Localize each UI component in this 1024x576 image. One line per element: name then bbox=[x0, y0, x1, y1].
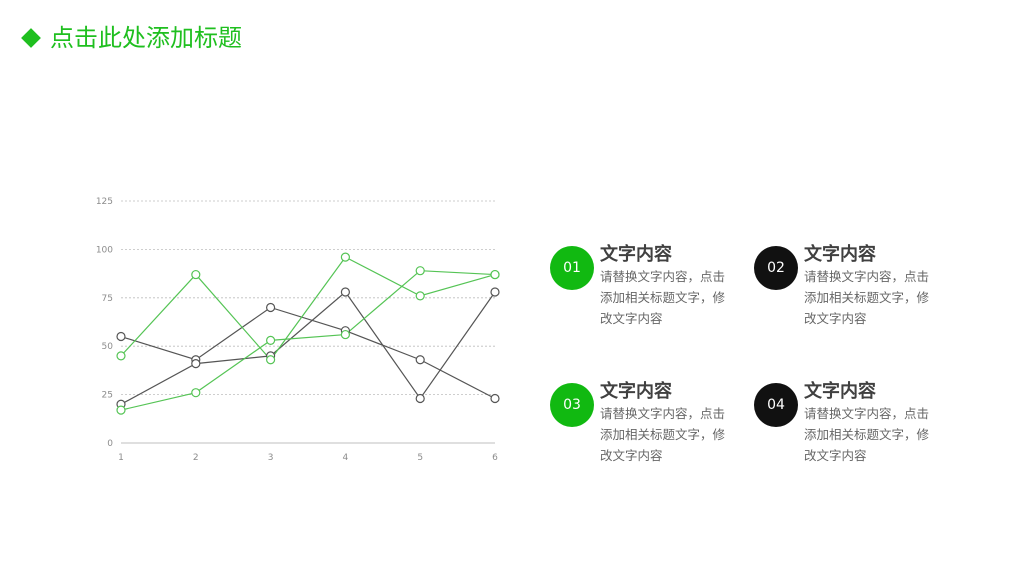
data-point bbox=[116, 405, 126, 415]
series-line-4 bbox=[120, 270, 496, 411]
data-point bbox=[191, 388, 201, 398]
card-number-badge: 01 bbox=[550, 246, 594, 290]
x-tick-label: 3 bbox=[268, 453, 274, 463]
y-tick-label: 125 bbox=[96, 197, 113, 207]
y-tick-label: 25 bbox=[102, 391, 113, 401]
title-bar: 点击此处添加标题 bbox=[21, 20, 242, 56]
info-card-4: 04 文字内容 请替换文字内容，点击添加相关标题文字，修改文字内容 bbox=[754, 381, 954, 493]
card-number-badge: 03 bbox=[550, 383, 594, 427]
card-title: 文字内容 bbox=[600, 244, 672, 265]
x-tick-label: 4 bbox=[343, 453, 349, 463]
card-number-badge: 02 bbox=[754, 246, 798, 290]
card-text: 请替换文字内容，点击添加相关标题文字，修改文字内容 bbox=[804, 269, 930, 326]
card-title: 文字内容 bbox=[600, 381, 672, 402]
card-text: 请替换文字内容，点击添加相关标题文字，修改文字内容 bbox=[804, 406, 930, 463]
line-chart: 0 25 50 75 100 125 1 2 3 4 5 6 bbox=[96, 197, 500, 463]
y-tick-label: 100 bbox=[96, 245, 113, 255]
info-card-3: 03 文字内容 请替换文字内容，点击添加相关标题文字，修改文字内容 bbox=[550, 381, 750, 493]
data-point bbox=[415, 291, 425, 301]
data-point bbox=[415, 355, 425, 365]
series-line-2 bbox=[120, 291, 496, 405]
data-point bbox=[266, 355, 276, 365]
data-point bbox=[490, 393, 500, 404]
y-tick-label: 50 bbox=[102, 342, 114, 352]
series-line-3 bbox=[120, 256, 496, 361]
data-point bbox=[490, 287, 500, 297]
data-point bbox=[415, 266, 425, 276]
y-tick-label: 0 bbox=[107, 439, 113, 449]
y-tick-label: 75 bbox=[102, 294, 113, 304]
card-title: 文字内容 bbox=[804, 381, 876, 402]
x-tick-label: 2 bbox=[193, 453, 199, 463]
data-point bbox=[415, 393, 425, 404]
x-tick-label: 1 bbox=[118, 453, 124, 463]
data-point bbox=[266, 335, 276, 345]
diamond-icon bbox=[21, 28, 41, 48]
data-point bbox=[340, 252, 350, 262]
data-point bbox=[490, 269, 500, 280]
data-point bbox=[116, 331, 126, 342]
x-tick-label: 5 bbox=[417, 453, 423, 463]
page-title: 点击此处添加标题 bbox=[50, 24, 242, 52]
data-point bbox=[340, 287, 350, 297]
data-point bbox=[266, 302, 276, 313]
card-number-badge: 04 bbox=[754, 383, 798, 427]
series-line-1 bbox=[120, 306, 496, 400]
x-tick-label: 6 bbox=[492, 453, 498, 463]
data-point bbox=[191, 359, 201, 369]
info-card-2: 02 文字内容 请替换文字内容，点击添加相关标题文字，修改文字内容 bbox=[754, 244, 954, 356]
data-point bbox=[116, 351, 126, 361]
card-title: 文字内容 bbox=[804, 244, 876, 265]
card-text: 请替换文字内容，点击添加相关标题文字，修改文字内容 bbox=[600, 269, 726, 326]
data-point bbox=[340, 329, 350, 340]
card-text: 请替换文字内容，点击添加相关标题文字，修改文字内容 bbox=[600, 406, 726, 463]
info-card-1: 01 文字内容 请替换文字内容，点击添加相关标题文字，修改文字内容 bbox=[550, 244, 750, 356]
data-point bbox=[191, 269, 201, 280]
